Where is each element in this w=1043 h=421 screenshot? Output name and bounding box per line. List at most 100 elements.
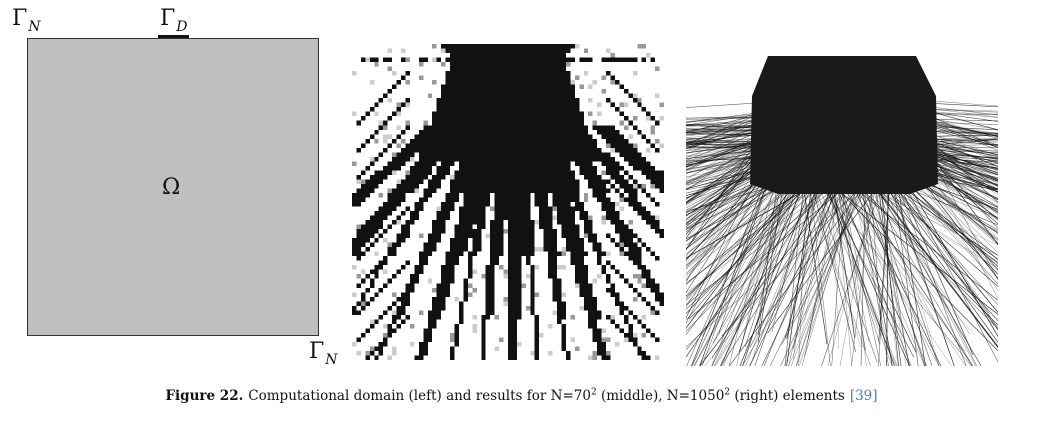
coarse-cell — [548, 129, 553, 135]
coarse-cell — [525, 220, 531, 225]
coarse-cell — [521, 66, 526, 72]
coarse-cell — [610, 183, 615, 189]
coarse-cell — [463, 283, 468, 288]
fine-fiber — [686, 101, 803, 155]
coarse-cell — [570, 102, 575, 108]
coarse-cell — [490, 283, 495, 288]
coarse-cell — [436, 301, 442, 306]
coarse-cell — [432, 156, 437, 162]
coarse-cell — [472, 161, 477, 166]
coarse-cell — [467, 233, 473, 239]
coarse-cell — [508, 332, 513, 338]
coarse-cell — [512, 256, 517, 261]
coarse-cell — [427, 337, 433, 342]
coarse-cell — [565, 161, 571, 166]
coarse-cell — [445, 129, 451, 135]
coarse-cell — [441, 224, 446, 230]
fine-fiber — [686, 104, 801, 133]
coarse-cell — [463, 242, 468, 248]
coarse-cell — [463, 287, 468, 293]
coarse-cell — [490, 269, 495, 275]
coarse-cell — [521, 174, 526, 180]
coarse-cell — [383, 174, 388, 180]
coarse-cell — [387, 242, 393, 248]
coarse-cell — [360, 188, 366, 193]
coarse-cell — [561, 152, 566, 157]
coarse-cell — [552, 229, 558, 234]
coarse-cell — [458, 188, 464, 193]
coarse-cell — [374, 62, 379, 67]
coarse-cell — [552, 93, 558, 99]
coarse-cell — [365, 247, 370, 252]
coarse-cell — [592, 170, 598, 175]
coarse-cell — [601, 355, 607, 360]
coarse-cell — [619, 229, 624, 234]
coarse-cell — [374, 138, 379, 144]
coarse-cell — [525, 247, 531, 252]
coarse-cell — [632, 57, 638, 63]
coarse-cell — [592, 301, 598, 306]
coarse-cell — [450, 202, 455, 207]
coarse-cell — [494, 346, 500, 351]
coarse-cell — [561, 183, 566, 189]
coarse-cell — [641, 355, 647, 360]
coarse-cell — [476, 229, 482, 234]
coarse-cell — [503, 116, 508, 121]
coarse-cell — [458, 120, 464, 126]
coarse-cell — [552, 238, 558, 243]
coarse-cell — [534, 170, 540, 175]
coarse-cell — [548, 265, 553, 270]
coarse-cell — [552, 287, 558, 293]
coarse-cell — [463, 233, 468, 239]
coarse-cell — [467, 89, 473, 94]
coarse-cell — [539, 71, 544, 76]
coarse-cell — [610, 319, 615, 324]
coarse-cell — [650, 129, 656, 135]
coarse-cell — [565, 233, 571, 239]
coarse-cell — [508, 138, 513, 144]
coarse-cell — [414, 174, 419, 180]
coarse-cell — [445, 197, 451, 202]
coarse-cell — [356, 179, 361, 184]
coarse-cell — [485, 93, 491, 99]
coarse-cell — [508, 98, 513, 103]
coarse-cell — [512, 125, 517, 130]
coarse-cell — [490, 296, 495, 302]
coarse-cell — [516, 62, 522, 67]
coarse-cell — [481, 355, 486, 360]
coarse-cell — [450, 260, 455, 266]
coarse-cell — [530, 84, 535, 90]
coarse-cell — [360, 296, 366, 302]
coarse-cell — [579, 116, 584, 121]
coarse-cell — [352, 202, 357, 207]
coarse-cell — [637, 247, 642, 252]
coarse-cell — [463, 48, 468, 54]
coarse-cell — [432, 138, 437, 144]
coarse-cell — [450, 80, 455, 85]
coarse-cell — [356, 251, 361, 257]
coarse-cell — [619, 305, 624, 311]
coarse-cell — [467, 138, 473, 144]
coarse-cell — [592, 296, 598, 302]
coarse-cell — [525, 229, 531, 234]
coarse-cell — [552, 179, 558, 184]
coarse-cell — [441, 62, 446, 67]
coarse-cell — [508, 143, 513, 148]
coarse-cell — [454, 337, 459, 342]
coarse-cell — [360, 301, 366, 306]
coarse-cell — [414, 269, 419, 275]
coarse-cell — [414, 278, 419, 284]
citation-link[interactable]: [39] — [849, 388, 878, 404]
coarse-cell — [512, 93, 517, 99]
coarse-cell — [481, 152, 486, 157]
coarse-cell — [494, 120, 500, 126]
coarse-cell — [512, 346, 517, 351]
coarse-cell — [467, 292, 473, 297]
coarse-cell — [614, 165, 620, 171]
coarse-cell — [485, 283, 491, 288]
coarse-cell — [405, 296, 410, 302]
coarse-cell — [614, 138, 620, 144]
coarse-cell — [365, 165, 370, 171]
coarse-cell — [499, 53, 504, 58]
coarse-cell — [548, 188, 553, 193]
